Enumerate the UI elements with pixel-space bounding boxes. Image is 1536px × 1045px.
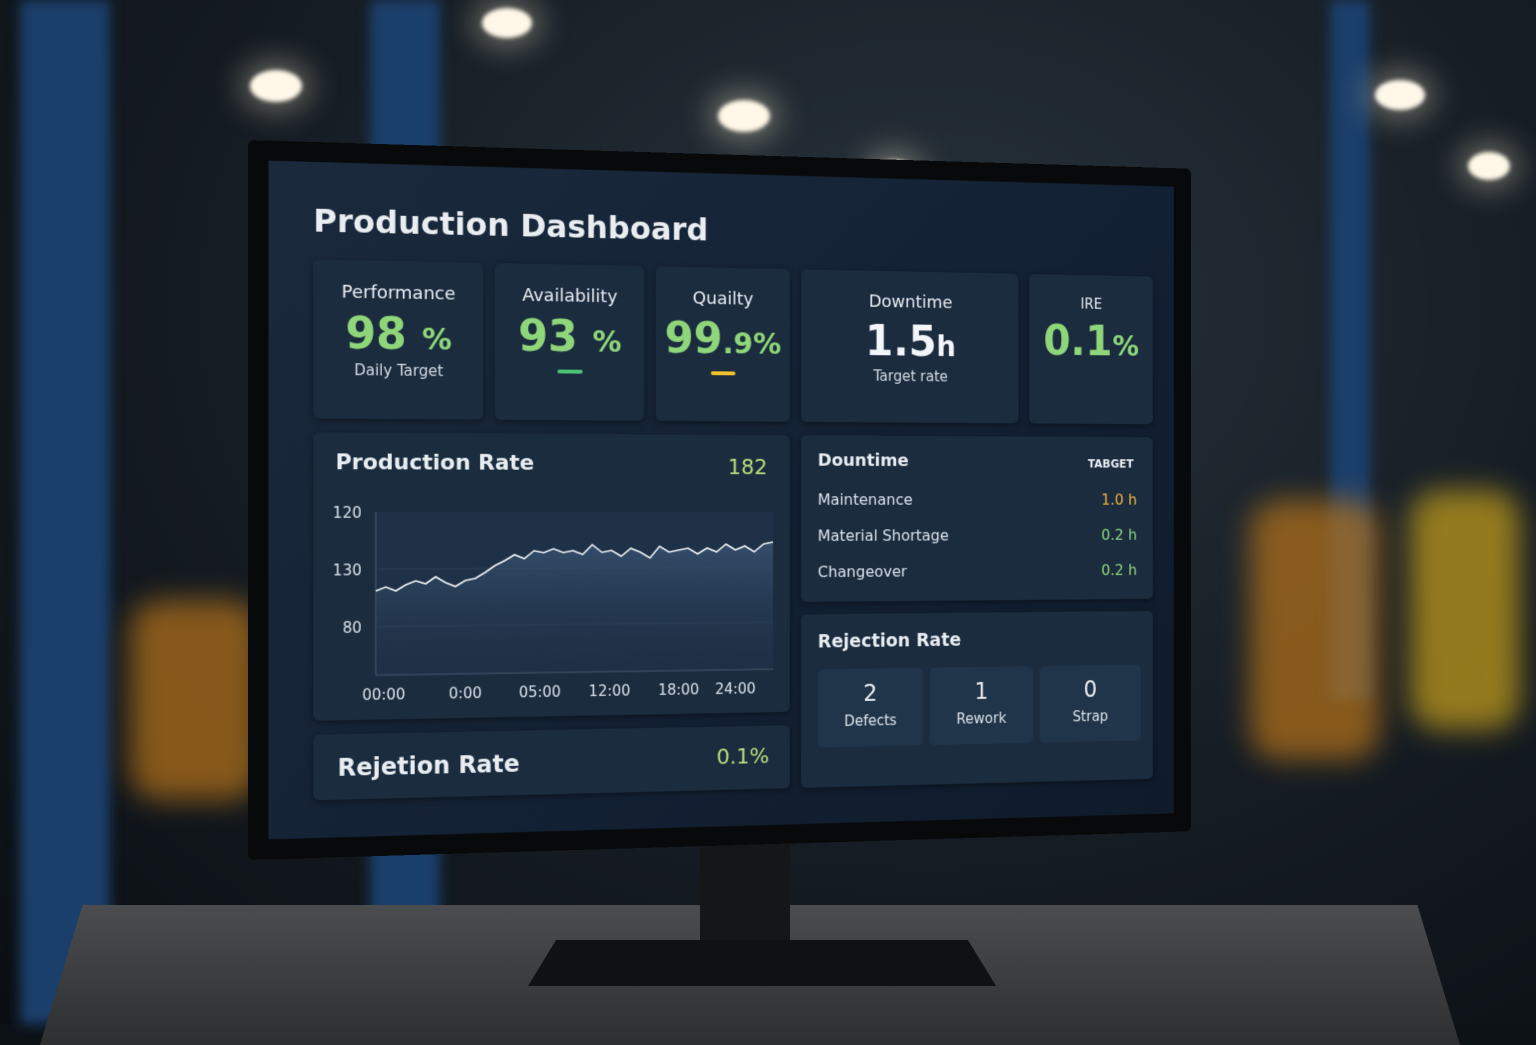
- kpi-note: Daily Target: [313, 361, 483, 381]
- item-label: Defects: [818, 711, 923, 730]
- downtime-panel: Dountime TABGET Maintenance 1.0 h Materia…: [801, 435, 1153, 602]
- rejection-item: 0 Strap: [1040, 665, 1141, 743]
- page: Production Dashboard { "header": {"title…: [0, 0, 1536, 1024]
- kpi-unit: %: [1112, 330, 1138, 363]
- item-count: 2: [818, 679, 923, 707]
- kpi-label: Availability: [495, 285, 644, 308]
- kpi-label: Quailty: [656, 288, 790, 311]
- lamp: [1468, 152, 1510, 180]
- kpi-unit: h: [937, 330, 956, 363]
- row-label: Material Shortage: [818, 526, 949, 544]
- pillar: [20, 0, 110, 1024]
- machine: [1410, 490, 1520, 730]
- downtime-row: Material Shortage 0.2 h: [818, 526, 1137, 545]
- row-value: 1.0 h: [1101, 491, 1137, 509]
- x-axis-label: 12:00: [589, 682, 631, 700]
- monitor-base: [528, 940, 996, 986]
- kpi-card: IRE 0.1%: [1029, 274, 1153, 424]
- production-rate-chart: 120 130 80 00:00 0:00 05:00 12:00 18:00 …: [313, 432, 790, 720]
- target-badge[interactable]: TABGET: [1088, 457, 1134, 470]
- rejection-panel: Rejection Rate 2 Defects 1 Rework 0 Strap: [801, 611, 1153, 788]
- downtime-row: Maintenance 1.0 h: [818, 490, 1137, 508]
- lamp: [718, 100, 770, 132]
- row-value: 0.2 h: [1101, 526, 1137, 544]
- kpi-card: Downtime 1.5h Target rate: [801, 269, 1018, 423]
- y-axis-label: 120: [333, 504, 362, 522]
- monitor-frame: Production Dashboard Performance 98 % Da…: [248, 140, 1248, 860]
- row-value: 0.2 h: [1101, 561, 1137, 579]
- kpi-number: 99: [665, 314, 723, 364]
- kpi-label: Downtime: [801, 290, 1018, 314]
- kpi-unit: %: [593, 325, 622, 359]
- x-axis-label: 0:00: [449, 684, 482, 702]
- row-label: Changeover: [818, 562, 907, 581]
- panel-title: Rejection Rate: [818, 630, 961, 653]
- panel-title: Rejetion Rate: [338, 750, 520, 782]
- lamp: [482, 8, 532, 38]
- y-axis-label: 80: [342, 619, 361, 637]
- monitor: Production Dashboard Performance 98 % Da…: [248, 140, 1191, 860]
- item-count: 1: [930, 677, 1033, 705]
- kpi-unit: %: [422, 323, 452, 358]
- screen: Production Dashboard Performance 98 % Da…: [268, 161, 1173, 840]
- rejection-item: 2 Defects: [818, 668, 923, 748]
- kpi-label: Performance: [313, 281, 483, 305]
- kpi-label: IRE: [1029, 295, 1153, 314]
- dashboard-title: Production Dashboard: [313, 202, 708, 249]
- rejection-value: 0.1%: [717, 745, 770, 770]
- kpi-number: 98: [345, 309, 406, 360]
- kpi-number: 1.5: [865, 317, 936, 366]
- page-body: Production Dashboard Performance 98 % Da…: [0, 0, 1536, 1024]
- kpi-unit: .9%: [723, 327, 782, 361]
- kpi-card: Performance 98 % Daily Target: [313, 259, 483, 419]
- row-label: Maintenance: [818, 490, 913, 508]
- production-rate-panel: Production Rate 182 120 130 80 00:00 0:0…: [313, 432, 790, 720]
- downtime-row: Changeover 0.2 h: [818, 561, 1137, 581]
- kpi-value: 93 %: [495, 311, 644, 363]
- lamp: [1375, 80, 1425, 110]
- kpi-value: 98 %: [313, 308, 483, 361]
- status-indicator: [557, 370, 582, 374]
- robot-arm: [1250, 500, 1380, 760]
- kpi-value: 1.5h: [801, 316, 1018, 367]
- kpi-value: 0.1%: [1029, 317, 1153, 366]
- y-axis-label: 130: [333, 561, 362, 579]
- kpi-number: 0.1: [1043, 317, 1112, 365]
- rejection-item: 1 Rework: [930, 666, 1033, 745]
- item-label: Rework: [930, 709, 1033, 728]
- robot-arm: [130, 600, 260, 800]
- status-indicator: [711, 371, 736, 375]
- panel-title: Dountime: [818, 451, 909, 471]
- x-axis-label: 00:00: [362, 685, 405, 704]
- item-count: 0: [1040, 676, 1141, 704]
- kpi-card: Availability 93 %: [495, 263, 644, 421]
- x-axis-label: 18:00: [658, 681, 699, 699]
- kpi-note: Target rate: [801, 367, 1018, 386]
- kpi-card: Quailty 99.9%: [656, 266, 790, 421]
- kpi-number: 93: [518, 311, 578, 362]
- x-axis-label: 24:00: [715, 680, 756, 698]
- rejection-rate-bar: Rejetion Rate 0.1%: [313, 725, 790, 800]
- kpi-value: 99.9%: [656, 314, 790, 365]
- item-label: Strap: [1040, 707, 1141, 726]
- x-axis-label: 05:00: [519, 683, 561, 701]
- lamp: [250, 70, 302, 102]
